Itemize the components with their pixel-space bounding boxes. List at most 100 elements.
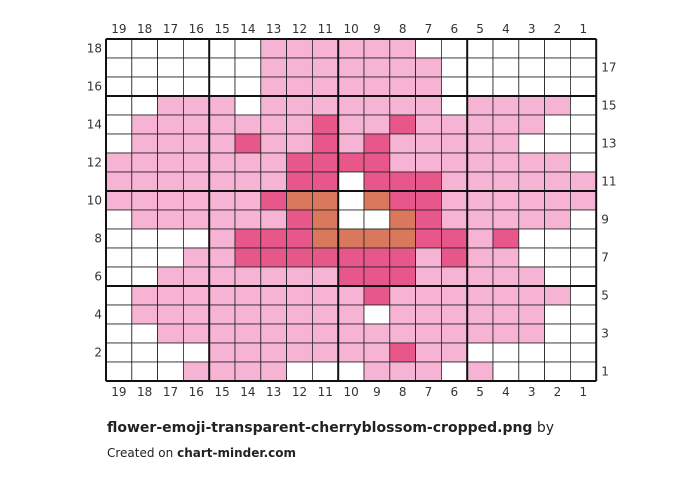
grid-cell [363, 342, 391, 363]
grid-cell [157, 304, 184, 325]
grid-cell [466, 152, 494, 173]
grid-cell [131, 323, 159, 344]
grid-cell [234, 228, 262, 249]
grid-cell [570, 247, 597, 268]
grid-cell [440, 209, 468, 230]
grid-cell [518, 266, 545, 287]
grid-cell [492, 114, 520, 135]
grid-cell [286, 361, 313, 382]
grid-cell [440, 266, 468, 287]
grid-cell [570, 190, 597, 211]
grid-cell [570, 361, 597, 382]
grid-cell [208, 76, 236, 97]
grid-cell [208, 38, 236, 59]
grid-cell [286, 323, 313, 344]
grid-cell [260, 57, 287, 78]
grid-cell [440, 247, 468, 268]
grid-cell [182, 342, 210, 363]
grid-cell [260, 323, 287, 344]
grid-cell [182, 247, 210, 268]
row-label-right: 1 [601, 365, 609, 379]
grid-cell [389, 152, 416, 173]
column-label-top: 1 [579, 22, 587, 36]
grid-cell [466, 247, 494, 268]
grid-cell [131, 133, 159, 154]
grid-cell [544, 304, 571, 325]
grid-cell [440, 323, 468, 344]
grid-cell [363, 247, 391, 268]
grid-cell [157, 171, 184, 192]
grid-cell [337, 228, 365, 249]
grid-cell [182, 285, 210, 306]
grid-cell [415, 361, 442, 382]
grid-cell [182, 266, 210, 287]
column-label-top: 6 [450, 22, 458, 36]
grid-cell [182, 95, 210, 116]
grid-cell [518, 304, 545, 325]
grid-cell [415, 209, 442, 230]
grid-cell [286, 133, 313, 154]
grid-cell [337, 342, 365, 363]
grid-cell [286, 342, 313, 363]
grid-cell [208, 133, 236, 154]
row-label-right: 11 [601, 175, 616, 189]
column-label-top: 11 [318, 22, 333, 36]
grid-cell [415, 342, 442, 363]
grid-cell [492, 57, 520, 78]
grid-cell [105, 190, 133, 211]
grid-cell [466, 228, 494, 249]
column-label-bottom: 2 [554, 385, 562, 399]
grid-cell [544, 209, 571, 230]
grid-cell [466, 76, 494, 97]
grid-cell [182, 133, 210, 154]
grid-cell [440, 114, 468, 135]
grid-cell [208, 266, 236, 287]
grid-cell [337, 247, 365, 268]
column-label-bottom: 13 [266, 385, 281, 399]
grid-cell [440, 152, 468, 173]
grid-cell [544, 114, 571, 135]
grid-cell [337, 190, 365, 211]
grid-cell [311, 152, 339, 173]
grid-cell [518, 95, 545, 116]
grid-cell [157, 342, 184, 363]
grid-cell [157, 323, 184, 344]
grid-cell [157, 209, 184, 230]
grid-cell [570, 114, 597, 135]
grid-cell [415, 133, 442, 154]
grid-cell [570, 95, 597, 116]
grid-cell [466, 209, 494, 230]
grid-cell [363, 76, 391, 97]
grid-cell [260, 361, 287, 382]
grid-cell [466, 285, 494, 306]
row-label-left: 10 [87, 194, 102, 208]
grid-cell [131, 247, 159, 268]
grid-cell [182, 304, 210, 325]
grid-cell [570, 342, 597, 363]
grid-cell [131, 209, 159, 230]
grid-cell [157, 285, 184, 306]
grid-cell [440, 342, 468, 363]
grid-cell [311, 209, 339, 230]
grid-cell [131, 266, 159, 287]
grid-cell [234, 76, 262, 97]
grid-cell [157, 228, 184, 249]
grid-cell [234, 209, 262, 230]
grid-cell [415, 266, 442, 287]
grid-cell [311, 285, 339, 306]
grid-cell [260, 114, 287, 135]
grid-cell [570, 133, 597, 154]
grid-cell [518, 133, 545, 154]
grid-cell [544, 152, 571, 173]
grid-cell [234, 152, 262, 173]
grid-cell [389, 209, 416, 230]
site-link[interactable]: chart-minder.com [177, 446, 296, 460]
grid-cell [234, 171, 262, 192]
grid-cell [466, 171, 494, 192]
grid-cell [337, 95, 365, 116]
column-label-top: 18 [137, 22, 152, 36]
filename-label: flower-emoji-transparent-cherryblossom-c… [107, 420, 533, 436]
grid-cell [208, 57, 236, 78]
grid-cell [492, 190, 520, 211]
grid-cell [234, 304, 262, 325]
